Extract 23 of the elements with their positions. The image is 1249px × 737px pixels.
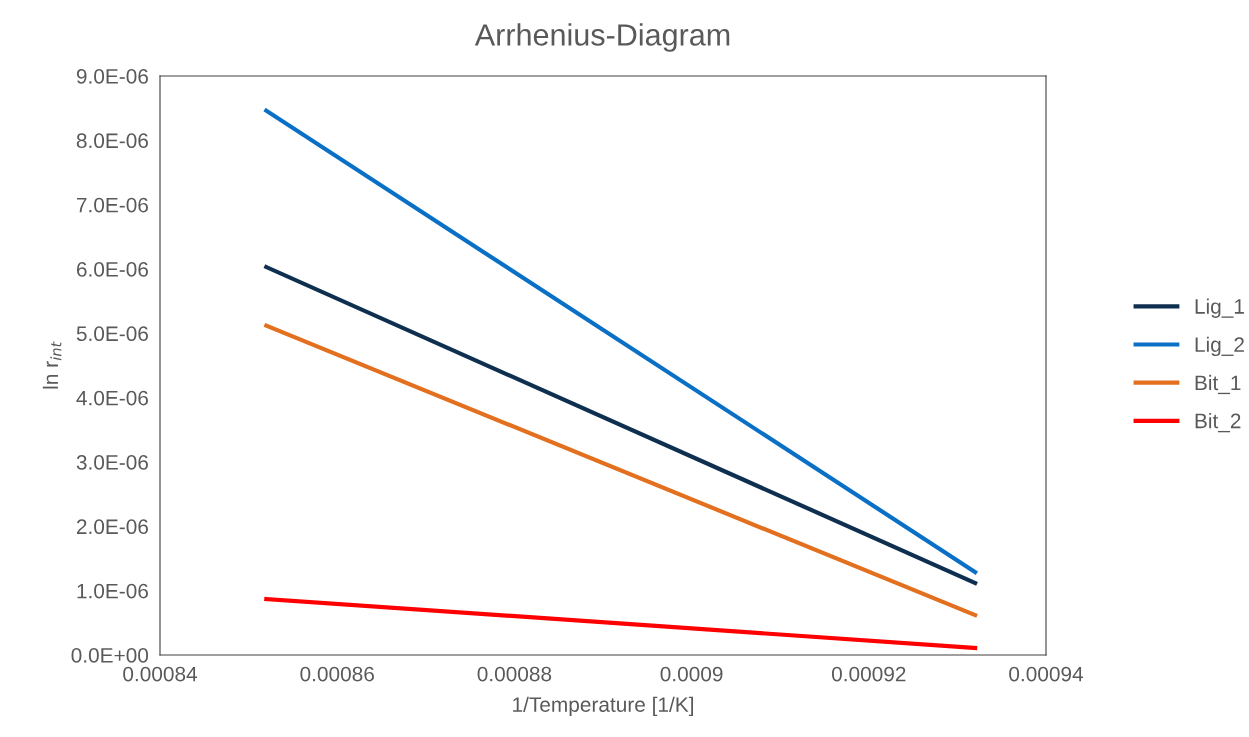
y-tick-label: 7.0E-06 [76,197,148,213]
legend-label: Bit_1 [1195,374,1241,395]
x-tick-label: 0.0009 [660,666,723,682]
y-tick-label: 9.0E-06 [76,69,148,84]
x-axis-title: 1/Temperature [1/K] [513,696,693,717]
y-tick-label: 2.0E-06 [76,519,148,535]
x-tick-label: 0.00086 [300,666,374,682]
legend-label: Lig_1 [1195,298,1244,318]
x-tick-label: 0.00084 [123,666,198,682]
y-tick-label: 0.0E+00 [71,648,149,663]
y-tick-label: 6.0E-06 [76,262,148,277]
x-tick-label: 0.00092 [831,666,906,682]
y-tick-label: 1.0E-06 [77,583,148,599]
chart-title: Arrhenius-Diagram [474,23,730,52]
x-tick-label: 0.00094 [1009,666,1084,682]
legend-label: Bit_2 [1195,413,1241,433]
legend-label: Lig_2 [1195,336,1244,357]
y-axis-title: ln r$_{int}$ [42,341,62,389]
x-tick-label: 0.00088 [477,666,552,682]
y-tick-label: 4.0E-06 [76,390,148,406]
y-tick-label: 5.0E-06 [76,326,148,342]
y-tick-label: 8.0E-06 [76,133,148,149]
y-tick-label: 3.0E-06 [76,455,148,470]
